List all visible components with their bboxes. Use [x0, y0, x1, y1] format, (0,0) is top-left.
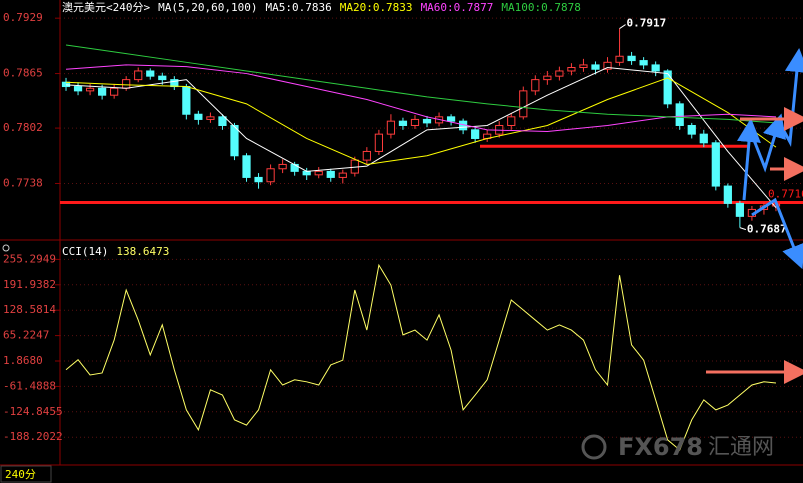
- candle-body: [519, 90, 528, 118]
- legend-entry: MA100:0.7878: [501, 1, 580, 14]
- ma-line: [65, 44, 777, 124]
- candle-body: [398, 120, 408, 126]
- blue-arrow: [737, 118, 761, 201]
- candle-body: [194, 113, 203, 120]
- candle-body: [639, 60, 648, 66]
- candle-body: [531, 79, 540, 92]
- indicator-label: MA(5,20,60,100): [158, 1, 257, 14]
- y-tick-label: 0.7865: [3, 67, 43, 80]
- y-tick-label: 0.7802: [3, 121, 43, 134]
- candle-body: [507, 116, 516, 126]
- y-tick-label: 128.5814: [3, 303, 56, 316]
- candle-body: [603, 61, 612, 70]
- watermark-logo: [581, 434, 607, 460]
- candle-body: [266, 168, 275, 183]
- candle-body: [723, 185, 732, 204]
- candle-body: [134, 70, 143, 81]
- annotation-label: 0.7917: [627, 17, 667, 30]
- candle-body: [362, 150, 371, 161]
- candle-body: [410, 118, 420, 126]
- period-label[interactable]: 240分: [5, 468, 36, 481]
- candle-body: [711, 142, 720, 187]
- candle-body: [687, 124, 696, 135]
- candle-body: [158, 75, 167, 81]
- y-tick-label: 255.2949: [3, 252, 56, 265]
- candle-body: [254, 176, 263, 183]
- candle-body: [314, 170, 323, 176]
- candle-body: [591, 64, 600, 70]
- watermark: FX678: [618, 433, 703, 461]
- candle-body: [422, 118, 432, 124]
- blue-arrow: [751, 197, 803, 270]
- y-tick-label: -124.8455: [3, 405, 63, 418]
- candle-body: [386, 120, 396, 135]
- legend-entry: MA60:0.7877: [421, 1, 494, 14]
- candle-body: [146, 70, 155, 77]
- candle-body: [98, 87, 107, 96]
- candle-body: [555, 70, 564, 77]
- candle-body: [278, 163, 287, 170]
- chart-title: CCI(14): [62, 245, 108, 258]
- candle-body: [615, 55, 624, 63]
- candle-body: [61, 81, 71, 88]
- candle-body: [651, 64, 660, 72]
- candle-body: [206, 116, 215, 120]
- candle-body: [627, 55, 636, 62]
- candle-body: [73, 86, 83, 92]
- candle-body: [699, 133, 708, 144]
- watermark: 汇通网: [708, 435, 774, 460]
- candle-body: [471, 129, 480, 139]
- cci-line: [65, 263, 777, 451]
- candle-body: [374, 133, 383, 152]
- ma-line: [65, 77, 777, 165]
- candle-body: [290, 163, 299, 172]
- blue-arrow: [776, 48, 803, 148]
- y-tick-label: 0.7738: [3, 176, 43, 189]
- y-tick-label: 1.8680: [3, 354, 43, 367]
- level-label: 0.7716: [768, 188, 803, 201]
- candle-body: [543, 75, 552, 81]
- y-tick-label: 0.7929: [3, 11, 43, 24]
- candle-body: [567, 67, 576, 72]
- y-tick-label: -61.4888: [3, 379, 56, 392]
- annotation-pointer: [739, 227, 747, 231]
- annotation-label: 0.7687: [747, 223, 787, 236]
- legend-entry: MA5:0.7836: [265, 1, 331, 14]
- y-tick-label: -188.2022: [3, 430, 63, 443]
- candle-body: [122, 79, 131, 89]
- ma-line: [65, 66, 777, 209]
- candle-body: [579, 64, 588, 69]
- candle-body: [230, 124, 239, 157]
- candle-body: [446, 116, 456, 122]
- candle-body: [735, 202, 744, 217]
- panel-icon: [2, 244, 10, 252]
- candle-body: [675, 103, 684, 126]
- candle-body: [242, 155, 251, 178]
- arrows: [706, 48, 803, 384]
- period-tab[interactable]: [0, 465, 52, 483]
- candle-body: [110, 87, 119, 96]
- candle-body: [85, 87, 95, 92]
- y-tick-label: 65.2247: [3, 329, 49, 342]
- candle-body: [182, 86, 191, 115]
- candle-body: [302, 170, 311, 176]
- current-value: 138.6473: [116, 245, 169, 258]
- y-tick-label: 191.9382: [3, 278, 56, 291]
- blue-arrow: [750, 113, 787, 173]
- candle-body: [663, 70, 672, 105]
- marks: 0.7929 0.7865 0.7802 0.7738 澳元美元<240分> MA(5,2…: [3, 1, 803, 451]
- candle-body: [218, 116, 227, 126]
- candle-body: [338, 172, 347, 178]
- candle-body: [326, 170, 335, 178]
- annotation-pointer: [619, 24, 626, 29]
- chart-title: 澳元美元<240分>: [62, 1, 150, 14]
- legend-entry: MA20:0.7833: [340, 1, 413, 14]
